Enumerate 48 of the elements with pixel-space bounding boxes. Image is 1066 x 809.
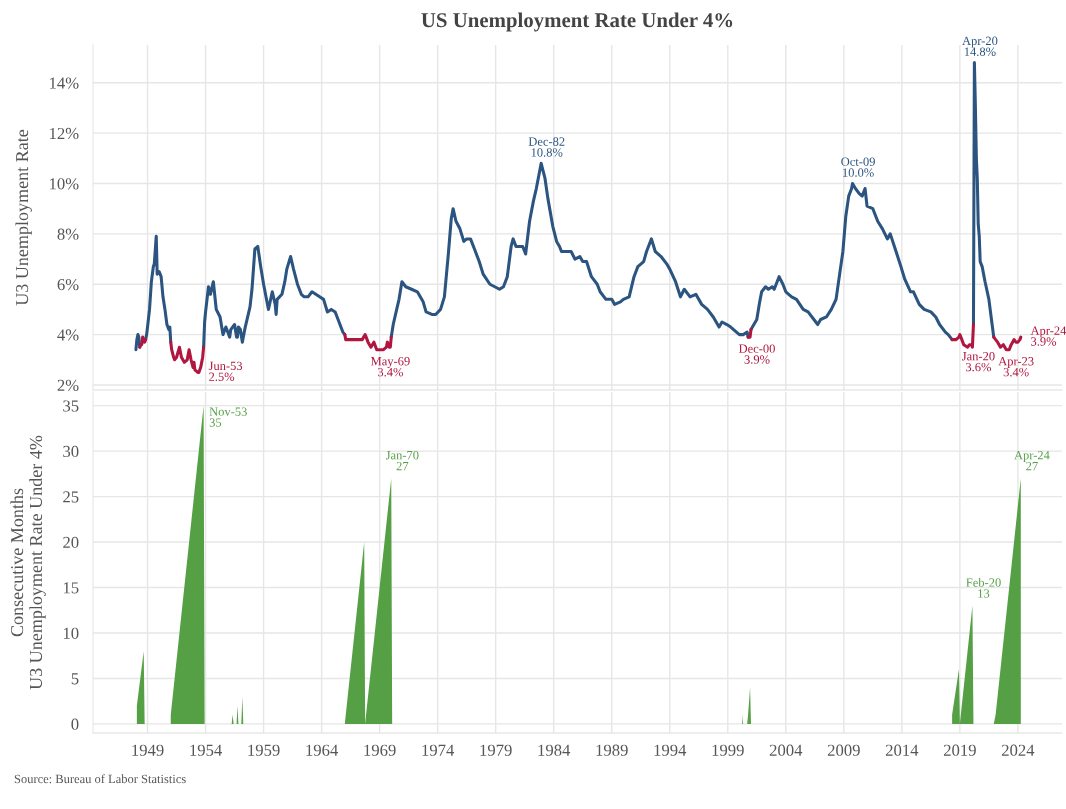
y-tick-label: 10% <box>50 178 79 190</box>
annotation: Oct-09 10.0% <box>841 157 875 177</box>
annotation: Jan-70 27 <box>385 450 419 471</box>
y-tick-label: 8% <box>57 228 79 240</box>
x-tick-label: 1954 <box>190 744 222 756</box>
annotation: Dec-00 3.9% <box>738 344 775 364</box>
annotation: Jan-20 3.6% <box>962 351 995 372</box>
y-tick-label: 5 <box>71 673 79 685</box>
y-tick-label: 12% <box>50 127 79 140</box>
annotation: Nov-53 35 <box>209 407 247 427</box>
y-tick-label: 14% <box>50 77 79 89</box>
x-tick-label: 2019 <box>943 744 976 756</box>
y-tick-label: 15 <box>63 582 79 594</box>
annotation: Apr-24 3.9% <box>1030 326 1066 346</box>
x-tick-label: 1959 <box>248 744 280 756</box>
x-tick-label: 1999 <box>712 744 744 756</box>
x-tick-label: 1989 <box>596 744 628 756</box>
x-tick-label: 1964 <box>306 744 339 756</box>
annotation: Apr-23 3.4% <box>998 357 1034 377</box>
x-tick-label: 2004 <box>769 744 803 756</box>
y-axis-title: U3 Unemployment Rate <box>15 129 32 306</box>
y-tick-label: 6% <box>57 278 79 291</box>
x-tick-label: 1949 <box>132 744 164 756</box>
x-tick-label: 1969 <box>364 744 396 756</box>
y-axis-title: Consecutive Months U3 Unemployment Rate Under 4% <box>10 435 46 690</box>
chart-title: US Unemployment Rate Under 4% <box>421 12 733 32</box>
y-tick-label: 2% <box>57 379 79 391</box>
source-note: Source: Bureau of Labor Statistics <box>14 774 186 784</box>
y-tick-label: 35 <box>63 400 79 412</box>
y-tick-label: 25 <box>63 491 79 503</box>
x-tick-label: 1994 <box>654 744 687 756</box>
annotation: Apr-20 14.8% <box>962 36 998 56</box>
y-tick-label: 0 <box>71 718 79 730</box>
x-tick-label: 2024 <box>1001 744 1035 756</box>
y-tick-label: 10 <box>63 627 79 639</box>
annotation: May-69 3.4% <box>370 357 410 377</box>
annotation: Feb-20 13 <box>966 577 1001 598</box>
x-tick-label: 1984 <box>538 744 571 756</box>
x-tick-label: 1974 <box>422 744 455 756</box>
x-tick-label: 2009 <box>827 744 860 756</box>
annotation: Jun-53 2.5% <box>208 361 243 382</box>
annotation: Apr-24 27 <box>1014 450 1050 471</box>
y-tick-label: 30 <box>63 445 79 458</box>
y-tick-label: 20 <box>63 536 79 548</box>
y-tick-label: 4% <box>57 329 79 341</box>
x-tick-label: 2014 <box>885 744 919 756</box>
x-tick-label: 1979 <box>480 744 512 756</box>
annotation: Dec-82 10.8% <box>528 137 565 157</box>
